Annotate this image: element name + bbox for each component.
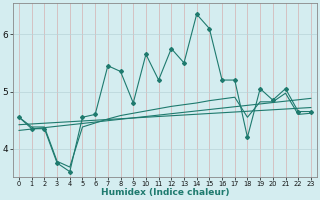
X-axis label: Humidex (Indice chaleur): Humidex (Indice chaleur) — [101, 188, 229, 197]
